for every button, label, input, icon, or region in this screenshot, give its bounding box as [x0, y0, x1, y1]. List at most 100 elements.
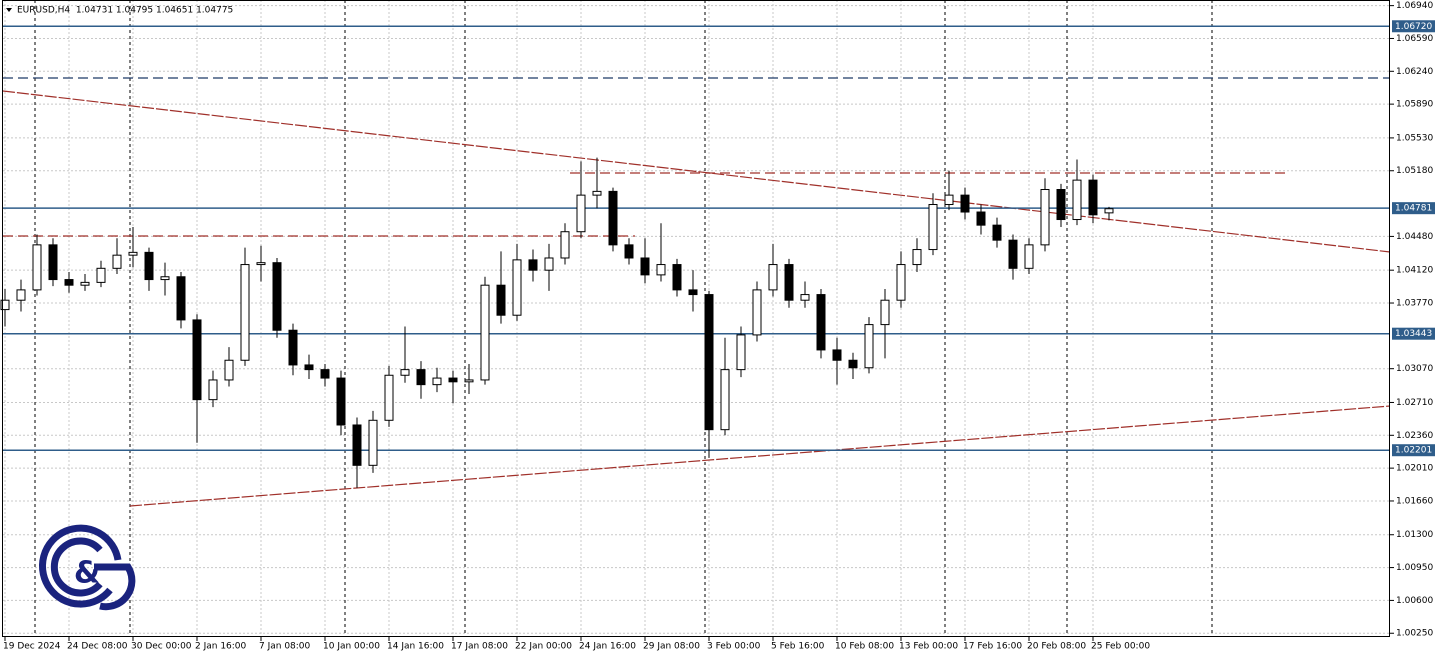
candle-body [176, 276, 186, 321]
y-tick-label: 1.04120 [1396, 266, 1433, 276]
x-tick-label: 17 Feb 16:00 [963, 642, 1022, 652]
candle-body [800, 294, 810, 301]
x-tick-label: 3 Feb 00:00 [707, 642, 761, 652]
candle-body [608, 190, 618, 246]
candle-body [784, 264, 794, 301]
y-tick-label: 1.00950 [1396, 563, 1433, 573]
candle-body [592, 190, 602, 196]
candle-body [96, 267, 106, 283]
x-tick-label: 14 Jan 16:00 [387, 642, 444, 652]
candle-body [528, 259, 538, 271]
candle-body [1056, 189, 1066, 221]
trend-line [2, 90, 1391, 253]
candle-body [688, 289, 698, 296]
y-tick-label: 1.00250 [1396, 629, 1433, 639]
x-tick-label: 20 Feb 08:00 [1027, 642, 1086, 652]
x-tick-label: 30 Dec 00:00 [131, 642, 192, 652]
candle-body [672, 264, 682, 291]
level-label-box [1392, 202, 1435, 215]
x-tick-label: 2 Jan 16:00 [195, 642, 247, 652]
level-label: 1.02201 [1395, 446, 1432, 456]
candle-body [736, 334, 746, 371]
x-tick-label: 7 Jan 08:00 [259, 642, 311, 652]
candle-body [912, 249, 922, 266]
candle-body [320, 369, 330, 379]
candle-body [240, 264, 250, 361]
candle-body [576, 194, 586, 233]
x-tick-label: 19 Dec 2024 [3, 642, 61, 652]
logo-amp: & [74, 556, 100, 591]
candle-body [160, 276, 170, 281]
logo-g [94, 563, 136, 611]
candle-body [224, 359, 234, 381]
x-tick-label: 17 Jan 08:00 [451, 642, 508, 652]
x-tick-label: 13 Feb 00:00 [899, 642, 958, 652]
y-tick-label: 1.02360 [1396, 431, 1433, 441]
candle-body [1040, 189, 1050, 246]
candle-body [416, 369, 426, 386]
y-tick-label: 1.05530 [1396, 133, 1433, 143]
candle-body [368, 419, 378, 466]
level-label-box [1392, 20, 1435, 33]
candle-body [944, 194, 954, 206]
candle-body [464, 379, 474, 383]
candle-body [1072, 179, 1082, 221]
candle-body [400, 369, 410, 376]
candle-body [1088, 179, 1098, 216]
level-label: 1.06720 [1395, 22, 1432, 32]
candle-body [384, 374, 394, 421]
candle-body [976, 211, 986, 226]
drawings [2, 77, 1391, 507]
candle-body [752, 289, 762, 336]
y-tick-label: 1.06590 [1396, 34, 1433, 44]
candle-body [1104, 208, 1114, 214]
candle-body [192, 319, 202, 401]
y-tick-label: 1.03770 [1396, 299, 1433, 309]
candle-body [768, 264, 778, 291]
time-axis-bg [0, 637, 1437, 659]
candle-body [352, 424, 362, 466]
candle-body [208, 379, 218, 401]
candle-body [128, 251, 138, 256]
y-tick-label: 1.05890 [1396, 100, 1433, 110]
candle-body [336, 377, 346, 426]
candle-body [960, 194, 970, 213]
grid [3, 0, 1390, 637]
y-tick-label: 1.02010 [1396, 464, 1433, 474]
candle-body [32, 244, 42, 291]
candle-body [624, 244, 634, 259]
candle-body [496, 284, 506, 316]
candle-body [640, 257, 650, 276]
level-label-box [1392, 444, 1435, 457]
candle-body [112, 254, 122, 269]
candle-body [432, 377, 442, 386]
candle-body [80, 281, 90, 286]
candle-body [656, 264, 666, 276]
x-tick-label: 24 Jan 16:00 [579, 642, 636, 652]
level-label: 1.03443 [1395, 329, 1432, 339]
x-tick-label: 24 Dec 08:00 [67, 642, 128, 652]
logo-inner [50, 537, 103, 597]
candle-body [1008, 239, 1018, 269]
candle-body [288, 329, 298, 366]
candle-body [832, 349, 842, 361]
candle-body [816, 294, 826, 351]
y-tick-label: 1.01300 [1396, 530, 1433, 540]
y-tick-label: 1.03070 [1396, 364, 1433, 374]
logo-ring [39, 524, 122, 608]
candle-body [896, 264, 906, 301]
y-tick-label: 1.06240 [1396, 67, 1433, 77]
candle-body [544, 257, 554, 271]
candle-body [272, 262, 282, 331]
y-tick-label: 1.06940 [1396, 1, 1433, 11]
candle-body [560, 231, 570, 259]
candle-body [928, 204, 938, 251]
candle-body [448, 377, 458, 383]
x-tick-label: 29 Jan 08:00 [643, 642, 700, 652]
y-tick-label: 1.01660 [1396, 496, 1433, 506]
candle-body [864, 324, 874, 369]
candle-body [704, 294, 714, 431]
candle-body [16, 289, 26, 301]
candle-body [1024, 244, 1034, 269]
menu-arrow[interactable] [6, 8, 12, 12]
